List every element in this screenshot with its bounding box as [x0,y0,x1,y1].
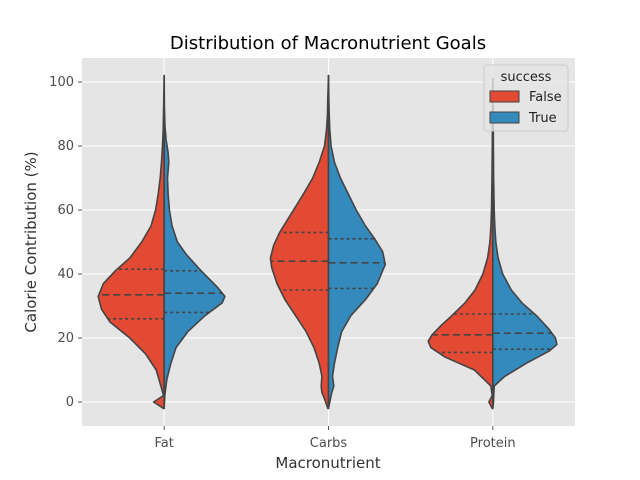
violin-true-fat [163,74,226,410]
legend: success False True [483,64,569,132]
y-tick-label-60: 60 [57,203,74,218]
y-tick-label-80: 80 [57,139,74,154]
violin-true-carbs [327,74,387,410]
y-tick-label-40: 40 [57,267,74,282]
legend-label-false: False [529,90,562,105]
legend-swatch-false [489,90,520,103]
y-tick-label-100: 100 [49,75,74,90]
x-axis-ticks: Fat Carbs Protein [154,426,516,451]
legend-swatch-true [489,111,520,124]
y-tick-label-0: 0 [66,395,74,410]
legend-label-true: True [528,111,557,126]
violin-false-carbs [269,74,330,410]
y-tick-label-20: 20 [57,331,74,346]
x-tick-label-carbs: Carbs [310,436,348,451]
legend-title: success [501,70,552,85]
x-tick-label-fat: Fat [154,436,173,451]
x-tick-label-protein: Protein [470,436,516,451]
chart-title: Distribution of Macronutrient Goals [170,33,486,54]
y-axis-label: Calorie Contribution (%) [22,151,40,332]
violin-true-protein [492,78,558,410]
x-axis-label: Macronutrient [275,454,380,472]
violins [97,74,558,410]
y-axis-ticks: 0 20 40 60 80 100 [49,75,82,410]
